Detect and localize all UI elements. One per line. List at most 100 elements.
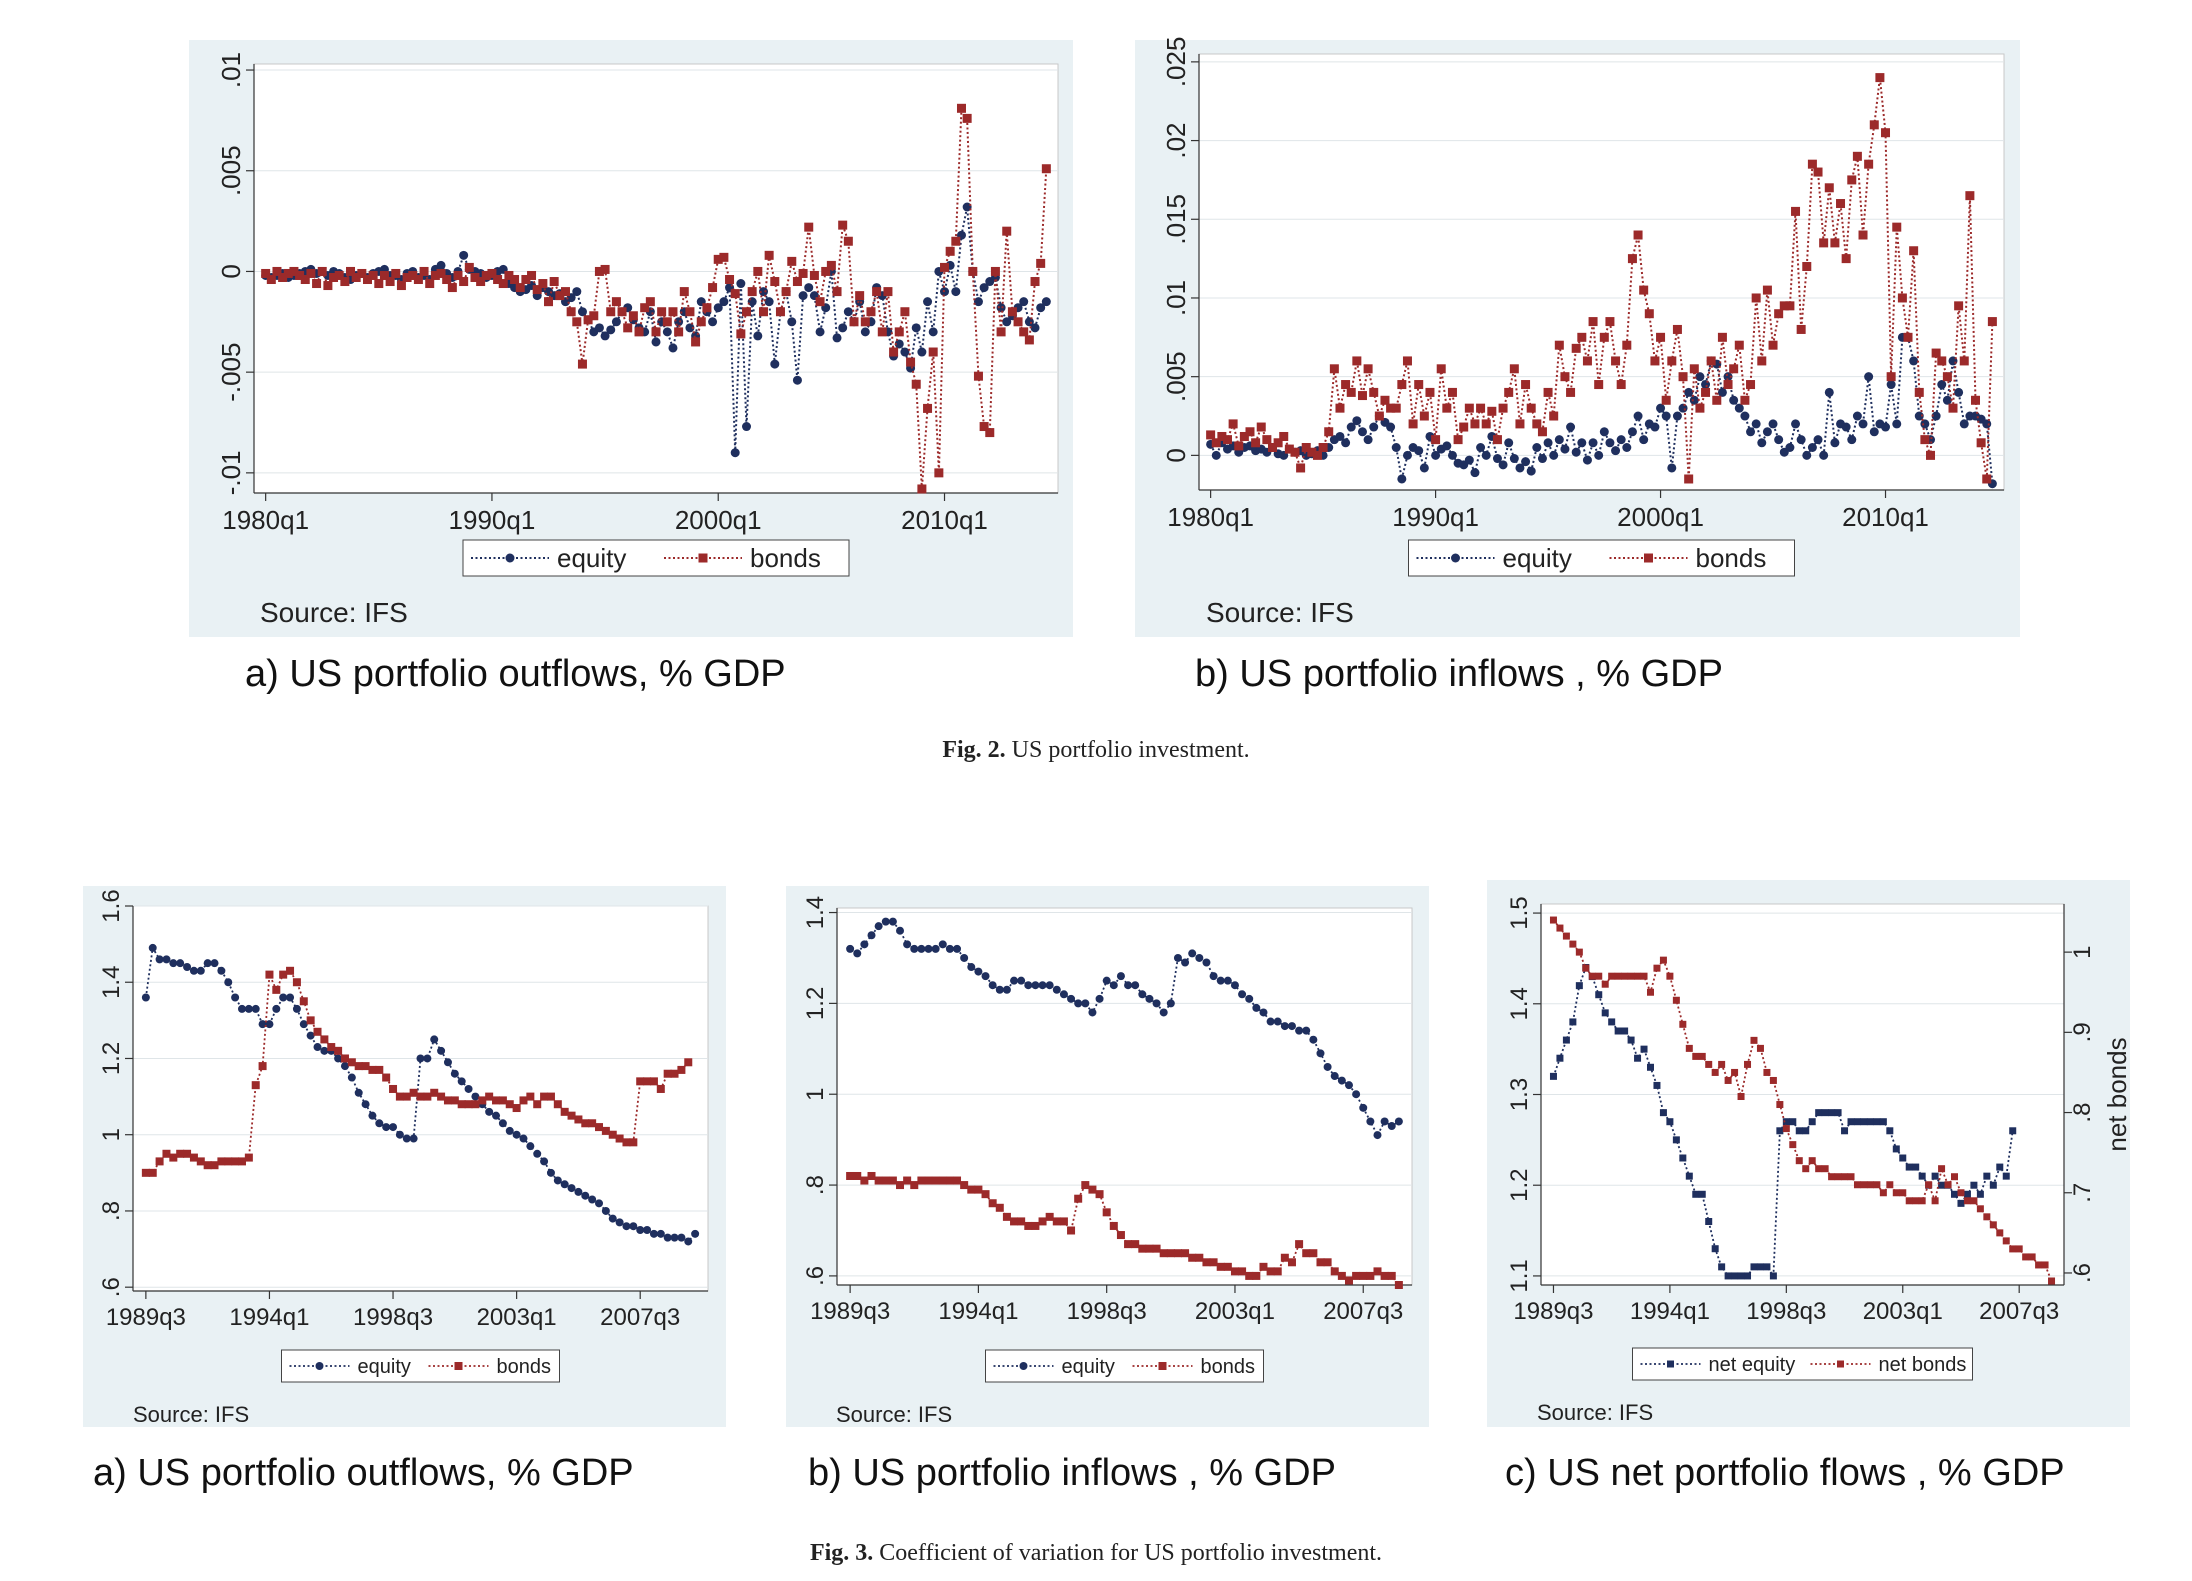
data-point (1828, 1173, 1836, 1181)
data-point (1341, 438, 1351, 448)
data-point (251, 1081, 260, 1090)
data-point (512, 1130, 521, 1139)
data-point (1627, 254, 1637, 264)
data-point (951, 287, 961, 297)
data-point (1769, 1076, 1777, 1084)
data-point (1705, 1060, 1713, 1068)
data-point (1595, 991, 1603, 999)
data-point (1639, 435, 1649, 445)
data-point (1569, 940, 1577, 948)
data-point (1769, 1272, 1777, 1280)
data-point (1223, 1262, 1232, 1271)
data-point (340, 1054, 349, 1063)
data-point (1712, 395, 1722, 405)
data-point (1970, 1181, 1978, 1189)
y-tick-label: -.01 (216, 450, 246, 495)
data-point (368, 270, 378, 280)
data-point (1357, 391, 1367, 401)
data-point (1562, 932, 1570, 940)
data-point (1504, 387, 1514, 397)
data-point (594, 323, 604, 333)
data-point (1138, 990, 1147, 999)
data-point (1601, 1009, 1609, 1017)
data-point (1369, 422, 1379, 432)
data-point (1222, 435, 1232, 445)
data-point (1088, 1008, 1097, 1017)
data-point (320, 1035, 329, 1044)
data-point (1751, 293, 1761, 303)
data-point (1731, 1272, 1739, 1280)
data-point (1464, 455, 1474, 465)
legend-box (281, 1349, 560, 1383)
data-point (1779, 301, 1789, 311)
data-point (674, 327, 684, 337)
x-tick-label: 1980q1 (1167, 502, 1254, 532)
data-point (896, 1181, 905, 1190)
data-point (1791, 206, 1801, 216)
x-tick-label: 2003q1 (1195, 1298, 1275, 1325)
data-point (1774, 435, 1784, 445)
data-point (340, 1062, 349, 1071)
legend-label: bonds (1201, 1356, 1256, 1378)
data-point (1549, 916, 1557, 924)
data-point (651, 337, 661, 347)
data-point (1983, 1213, 1991, 1221)
legend-box (462, 539, 850, 577)
data-point (804, 222, 814, 232)
data-point (1010, 1217, 1019, 1226)
data-point (210, 1161, 219, 1170)
data-point (670, 1233, 679, 1242)
data-point (1419, 463, 1429, 473)
data-point (588, 1119, 597, 1128)
data-point (910, 944, 919, 953)
data-point (1920, 435, 1930, 445)
data-point (1295, 1240, 1304, 1249)
data-point (1959, 356, 1969, 366)
legend-marker (1667, 1360, 1674, 1368)
data-point (1394, 1117, 1403, 1126)
fig3-caption: Fig. 3. Coefficient of variation for US … (0, 1540, 2192, 1567)
data-point (572, 317, 582, 327)
data-point (169, 959, 178, 968)
data-point (510, 275, 520, 285)
data-point (1672, 1136, 1680, 1144)
data-point (265, 1020, 274, 1029)
data-point (874, 922, 883, 931)
data-point (1718, 1263, 1726, 1271)
data-point (985, 428, 995, 438)
legend-marker (1158, 1362, 1167, 1370)
data-point (981, 1190, 990, 1199)
data-point (1352, 1271, 1361, 1280)
data-point (306, 1031, 315, 1040)
data-point (881, 1176, 890, 1185)
data-point (1605, 438, 1615, 448)
data-point (643, 1077, 652, 1086)
data-point (1549, 1072, 1557, 1080)
data-point (1312, 450, 1322, 460)
data-point (628, 311, 638, 321)
data-point (560, 287, 570, 297)
data-point (713, 254, 723, 264)
data-point (1640, 972, 1648, 980)
data-point (1476, 403, 1486, 413)
data-point (261, 268, 271, 278)
data-point (787, 256, 797, 266)
y2-tick-label: .7 (2069, 1183, 2096, 1203)
data-point (354, 1062, 363, 1071)
data-point (436, 260, 446, 270)
data-point (334, 1046, 343, 1055)
data-point (471, 1100, 480, 1109)
data-point (515, 283, 525, 293)
data-point (1996, 1229, 2004, 1237)
data-point (2028, 1253, 2036, 1261)
data-point (736, 279, 746, 289)
data-point (581, 1191, 590, 1200)
data-point (1211, 438, 1221, 448)
data-point (1666, 1118, 1674, 1126)
legend-marker (698, 553, 708, 563)
data-point (917, 484, 927, 494)
data-point (1447, 450, 1457, 460)
data-point (283, 268, 293, 278)
data-point (1724, 1076, 1732, 1084)
data-point (1230, 981, 1239, 990)
